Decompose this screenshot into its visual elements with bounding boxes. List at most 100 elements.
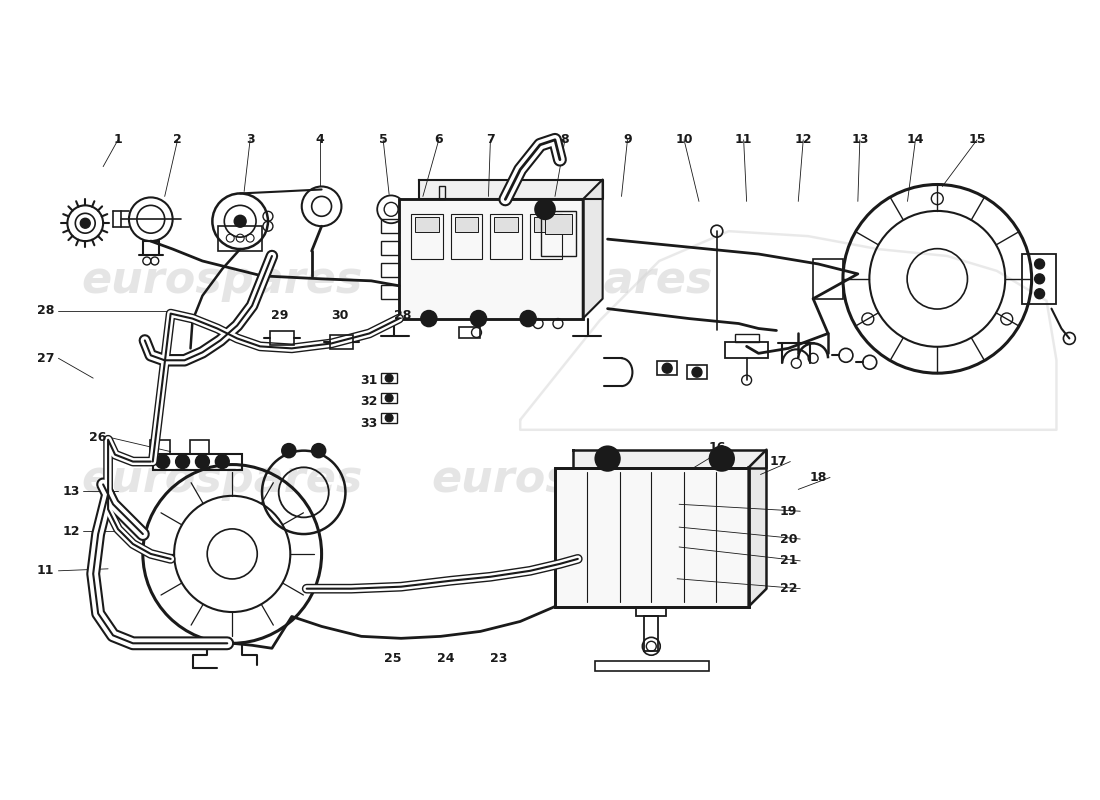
Circle shape bbox=[602, 453, 614, 465]
Text: 6: 6 bbox=[434, 134, 443, 146]
Bar bbox=[189, 440, 209, 454]
Text: 27: 27 bbox=[36, 352, 54, 365]
Text: 9: 9 bbox=[623, 134, 631, 146]
Circle shape bbox=[710, 446, 734, 470]
Bar bbox=[382, 263, 399, 277]
Polygon shape bbox=[749, 450, 767, 606]
Text: 19: 19 bbox=[780, 505, 798, 518]
Text: 11: 11 bbox=[36, 564, 54, 578]
Text: 31: 31 bbox=[361, 374, 378, 386]
Text: 13: 13 bbox=[63, 485, 80, 498]
Bar bbox=[454, 218, 478, 232]
Bar bbox=[451, 214, 483, 259]
Text: 28: 28 bbox=[36, 304, 54, 317]
Bar bbox=[645, 617, 658, 651]
Bar bbox=[595, 661, 708, 671]
Bar bbox=[535, 218, 558, 232]
Text: 17: 17 bbox=[770, 455, 788, 468]
Circle shape bbox=[176, 454, 189, 469]
Bar bbox=[541, 211, 575, 256]
Bar bbox=[411, 214, 442, 259]
Text: eurospares: eurospares bbox=[81, 259, 363, 302]
Bar bbox=[382, 219, 399, 233]
Circle shape bbox=[1035, 274, 1045, 284]
Bar bbox=[330, 335, 353, 350]
Bar bbox=[270, 331, 294, 346]
Bar bbox=[459, 326, 481, 338]
Text: 7: 7 bbox=[486, 134, 495, 146]
Circle shape bbox=[80, 218, 90, 228]
Circle shape bbox=[525, 314, 532, 322]
Text: 15: 15 bbox=[968, 134, 986, 146]
Text: 10: 10 bbox=[675, 134, 693, 146]
Text: 4: 4 bbox=[316, 134, 324, 146]
Bar bbox=[556, 467, 749, 606]
Text: 12: 12 bbox=[794, 134, 812, 146]
Circle shape bbox=[234, 215, 246, 227]
Polygon shape bbox=[419, 179, 603, 199]
Polygon shape bbox=[573, 450, 767, 467]
Bar bbox=[382, 393, 397, 403]
Bar bbox=[415, 218, 439, 232]
Text: 22: 22 bbox=[780, 582, 798, 595]
Bar bbox=[1022, 254, 1056, 304]
Text: 11: 11 bbox=[735, 134, 752, 146]
Circle shape bbox=[1035, 289, 1045, 298]
Text: 16: 16 bbox=[708, 441, 726, 454]
Circle shape bbox=[316, 448, 321, 454]
Text: 21: 21 bbox=[780, 554, 798, 567]
Bar bbox=[382, 413, 397, 423]
Bar bbox=[399, 199, 583, 318]
Text: 24: 24 bbox=[437, 652, 454, 665]
Text: 8: 8 bbox=[561, 134, 569, 146]
Bar bbox=[637, 606, 667, 617]
Bar bbox=[382, 241, 399, 255]
Bar bbox=[688, 366, 707, 379]
Circle shape bbox=[385, 414, 393, 422]
Bar bbox=[725, 342, 769, 358]
Text: 32: 32 bbox=[361, 395, 378, 409]
Text: 18: 18 bbox=[810, 471, 827, 484]
Text: 26: 26 bbox=[89, 431, 107, 444]
Bar bbox=[813, 259, 843, 298]
Circle shape bbox=[421, 310, 437, 326]
Bar bbox=[530, 214, 562, 259]
Text: eurospares: eurospares bbox=[81, 458, 363, 501]
Bar bbox=[556, 467, 749, 606]
Text: 20: 20 bbox=[780, 533, 798, 546]
Circle shape bbox=[520, 310, 536, 326]
Circle shape bbox=[385, 374, 393, 382]
Bar bbox=[494, 218, 518, 232]
Text: 1: 1 bbox=[113, 134, 122, 146]
Text: 29: 29 bbox=[272, 309, 288, 322]
Circle shape bbox=[156, 454, 169, 469]
Circle shape bbox=[692, 367, 702, 377]
Bar bbox=[735, 334, 759, 342]
Circle shape bbox=[474, 314, 483, 322]
Circle shape bbox=[385, 394, 393, 402]
Text: 5: 5 bbox=[378, 134, 387, 146]
Bar bbox=[382, 285, 399, 298]
Circle shape bbox=[286, 448, 292, 454]
Bar bbox=[218, 226, 262, 251]
Bar bbox=[439, 186, 444, 199]
Circle shape bbox=[1035, 259, 1045, 269]
Text: 2: 2 bbox=[173, 134, 182, 146]
Circle shape bbox=[196, 454, 209, 469]
Text: 28: 28 bbox=[394, 309, 411, 322]
Text: 25: 25 bbox=[384, 652, 402, 665]
Circle shape bbox=[471, 310, 486, 326]
Bar bbox=[544, 214, 572, 234]
Circle shape bbox=[216, 454, 229, 469]
Text: 30: 30 bbox=[331, 309, 349, 322]
Bar bbox=[150, 440, 169, 454]
Circle shape bbox=[311, 444, 326, 458]
Bar bbox=[399, 199, 583, 318]
Polygon shape bbox=[583, 179, 603, 318]
Text: 14: 14 bbox=[906, 134, 924, 146]
Circle shape bbox=[596, 446, 619, 470]
Text: 3: 3 bbox=[245, 134, 254, 146]
Bar bbox=[491, 214, 522, 259]
Circle shape bbox=[716, 453, 728, 465]
Text: eurospares: eurospares bbox=[431, 458, 713, 501]
